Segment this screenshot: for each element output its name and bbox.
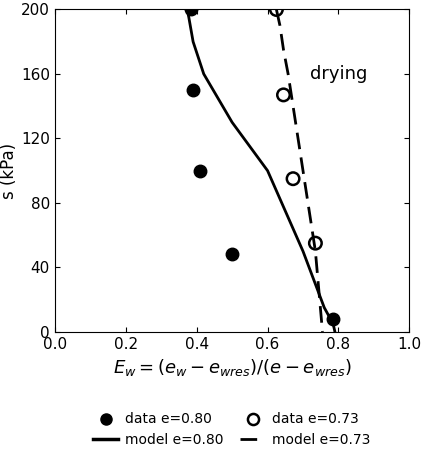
Point (197, 167, 203, 174)
Point (312, 239, 319, 247)
Point (330, 315, 336, 323)
Y-axis label: s (kPa): s (kPa) (0, 143, 18, 199)
Legend: data e=0.80, model e=0.80, data e=0.73, model e=0.73: data e=0.80, model e=0.80, data e=0.73, … (93, 412, 371, 447)
Point (280, 91, 287, 99)
Point (229, 251, 235, 258)
Point (190, 86, 197, 94)
X-axis label: $E_w=(e_w-e_{wres})/(e-e_{wres})$: $E_w=(e_w-e_{wres})/(e-e_{wres})$ (113, 357, 352, 378)
Point (289, 175, 296, 182)
Text: drying: drying (310, 65, 368, 83)
Point (188, 6, 195, 13)
Point (273, 6, 280, 13)
